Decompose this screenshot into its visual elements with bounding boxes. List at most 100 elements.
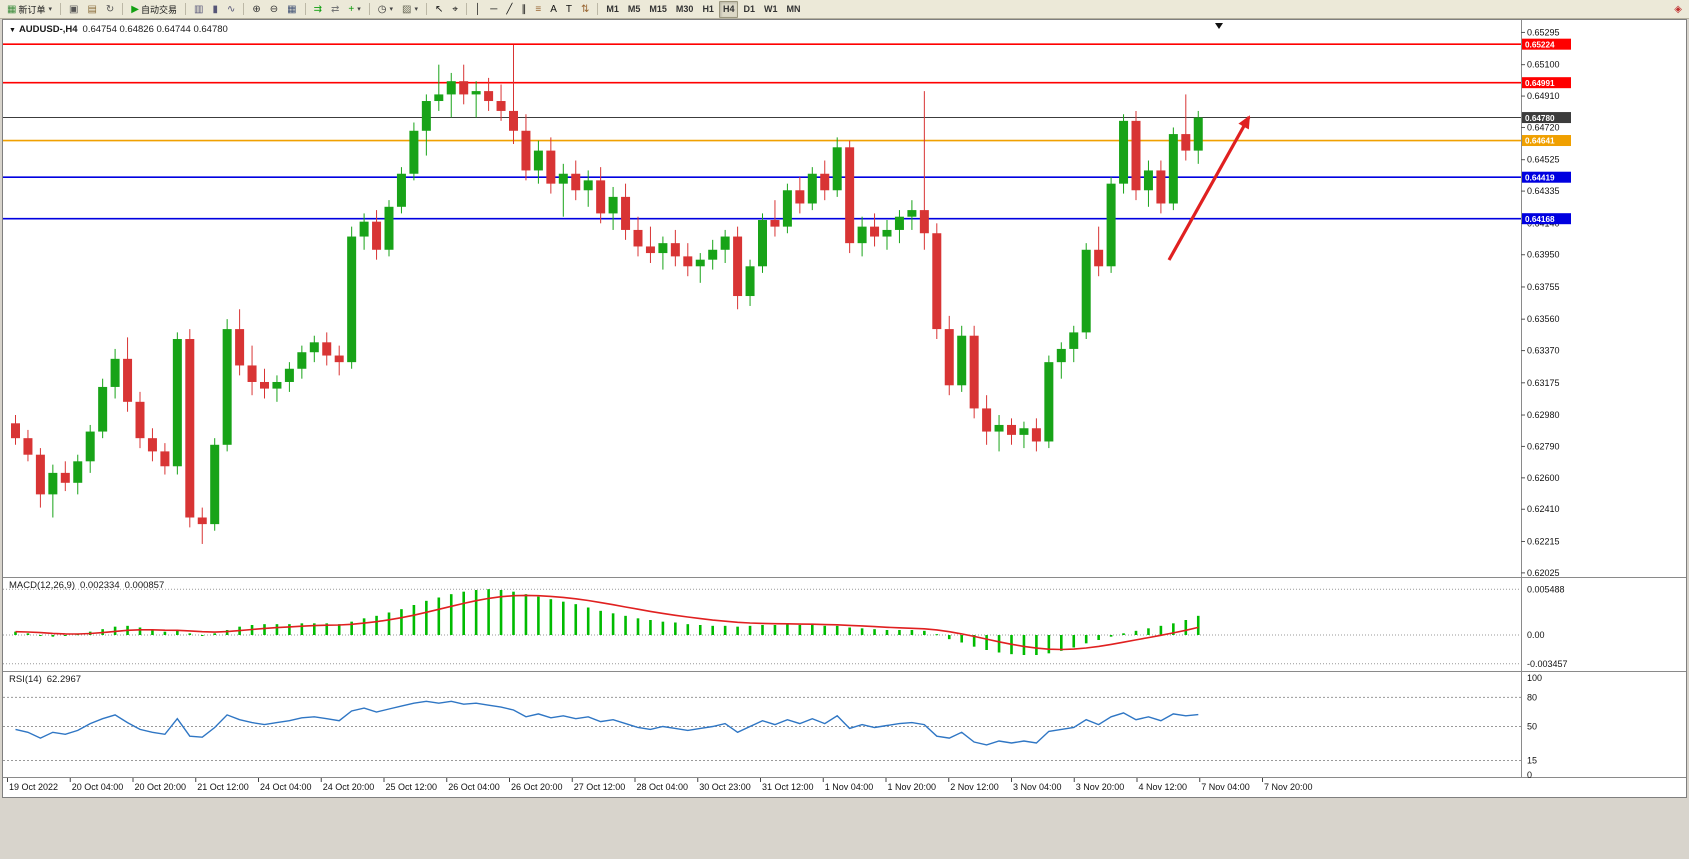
bar-chart-button[interactable]: ▥	[190, 1, 207, 18]
line-chart-button[interactable]: ∿	[223, 1, 239, 18]
text-label-button[interactable]: T	[562, 1, 576, 18]
zoom-out-button[interactable]: ⊖	[266, 1, 282, 18]
svg-text:27 Oct 12:00: 27 Oct 12:00	[574, 782, 626, 792]
toolbar-separator	[465, 3, 467, 15]
trendline-button[interactable]: ╱	[502, 1, 516, 18]
vertical-line-button[interactable]: │	[471, 1, 485, 18]
tf-m30-label: M30	[675, 4, 694, 14]
equidistant-channel-icon: ∥	[521, 3, 527, 15]
svg-text:1 Nov 04:00: 1 Nov 04:00	[825, 782, 874, 792]
auto-scroll-button[interactable]: ⇉	[310, 1, 326, 18]
tf-h1-button[interactable]: H1	[698, 1, 718, 18]
chart-window: 0.65295 0.65100 0.64910 0.64720 0.64525 0.643…	[2, 19, 1687, 798]
rsi-layer: 100 80 50 15 0	[3, 673, 1542, 780]
time-axis[interactable]: 19 Oct 2022 20 Oct 04:00 20 Oct 20:00 21 Oc…	[7, 778, 1313, 792]
hlines-layer	[3, 43, 1521, 220]
vertical-line-icon: │	[474, 3, 482, 15]
chart-window-button[interactable]: ▣	[65, 1, 82, 18]
app-window-button[interactable]: ◈	[1670, 1, 1686, 18]
text-icon: A	[550, 3, 557, 15]
tf-h4-label: H4	[722, 4, 735, 14]
fibonacci-button[interactable]: ≡	[531, 1, 545, 18]
macd-layer: 0.005488 0.00 -0.003457	[3, 584, 1568, 669]
candlestick-chart-button[interactable]: ▮	[208, 1, 222, 18]
profiles-button[interactable]: ▤	[83, 1, 100, 18]
new-order-button[interactable]: ▦ 新订单 ▾	[3, 1, 56, 18]
price-axis: 0.65295 0.65100 0.64910 0.64720 0.64525 0.643…	[1521, 27, 1560, 578]
chart-shift-button[interactable]: ⇄	[327, 1, 343, 18]
toolbar-separator	[243, 3, 245, 15]
tf-d1-button[interactable]: D1	[739, 1, 759, 18]
chart-canvas[interactable]: 0.65295 0.65100 0.64910 0.64720 0.64525 0.643…	[3, 20, 1686, 797]
pane-frame	[3, 20, 1686, 778]
svg-text:21 Oct 12:00: 21 Oct 12:00	[197, 782, 249, 792]
svg-text:0.63755: 0.63755	[1527, 282, 1560, 292]
line-chart-icon: ∿	[226, 3, 236, 15]
templates-button[interactable]: ▨ ▾	[398, 1, 422, 18]
toolbar-separator	[597, 3, 599, 15]
zoom-out-icon: ⊖	[269, 3, 279, 15]
auto-trading-button[interactable]: ▶ 自动交易	[127, 1, 181, 18]
zoom-in-icon: ⊕	[252, 3, 261, 15]
svg-text:2 Nov 12:00: 2 Nov 12:00	[950, 782, 999, 792]
cursor-button[interactable]: ↖	[431, 1, 447, 18]
svg-text:0.64168: 0.64168	[1525, 215, 1555, 224]
tf-h1-label: H1	[702, 4, 714, 14]
tf-w1-button[interactable]: W1	[760, 1, 782, 18]
svg-text:0.64641: 0.64641	[1525, 137, 1555, 146]
svg-text:24 Oct 04:00: 24 Oct 04:00	[260, 782, 312, 792]
text-button[interactable]: A	[546, 1, 561, 18]
toolbar-separator	[425, 3, 427, 15]
horizontal-line-button[interactable]: ─	[486, 1, 501, 18]
svg-text:50: 50	[1527, 722, 1537, 732]
crosshair-button[interactable]: ⌖	[448, 1, 462, 18]
new-order-caret-icon: ▾	[48, 6, 52, 13]
tf-m1-label: M1	[606, 4, 619, 14]
horizontal-line-icon: ─	[490, 3, 498, 15]
svg-text:3 Nov 20:00: 3 Nov 20:00	[1076, 782, 1125, 792]
tf-m1-button[interactable]: M1	[602, 1, 623, 18]
svg-text:0.65224: 0.65224	[1525, 40, 1555, 49]
svg-text:30 Oct 23:00: 30 Oct 23:00	[699, 782, 751, 792]
app-window-icon: ◈	[1674, 3, 1682, 15]
candlestick-chart-icon: ▮	[212, 3, 218, 15]
svg-text:0: 0	[1527, 770, 1532, 780]
svg-text:0.63950: 0.63950	[1527, 250, 1560, 260]
svg-text:0.64910: 0.64910	[1527, 91, 1560, 101]
tf-m15-label: M15	[649, 4, 667, 14]
svg-text:26 Oct 20:00: 26 Oct 20:00	[511, 782, 563, 792]
svg-text:0.64335: 0.64335	[1527, 186, 1560, 196]
svg-text:80: 80	[1527, 692, 1537, 702]
svg-text:7 Nov 04:00: 7 Nov 04:00	[1201, 782, 1250, 792]
indicators-button[interactable]: + ▾	[344, 1, 364, 18]
svg-text:0.005488: 0.005488	[1527, 584, 1565, 594]
arrows-button[interactable]: ⇅	[577, 1, 593, 18]
trendline-icon: ╱	[506, 3, 513, 15]
tile-windows-button[interactable]: ▦	[283, 1, 300, 18]
equidistant-channel-button[interactable]: ∥	[517, 1, 530, 18]
tf-h4-button[interactable]: H4	[718, 0, 739, 18]
chart-window-icon: ▣	[68, 3, 79, 15]
tf-m15-button[interactable]: M15	[645, 1, 671, 18]
toolbar-separator	[368, 3, 370, 15]
periods-button[interactable]: ◷ ▾	[374, 1, 397, 18]
refresh-button[interactable]: ↻	[102, 1, 118, 18]
zoom-in-button[interactable]: ⊕	[248, 1, 264, 18]
svg-text:28 Oct 04:00: 28 Oct 04:00	[637, 782, 689, 792]
tf-m5-label: M5	[627, 4, 641, 14]
auto-scroll-icon: ⇉	[313, 3, 322, 15]
trend-arrow[interactable]	[1167, 115, 1251, 261]
tf-m30-button[interactable]: M30	[672, 1, 698, 18]
svg-text:0.62410: 0.62410	[1527, 504, 1560, 514]
tf-m5-button[interactable]: M5	[624, 1, 645, 18]
new-order-icon: ▦	[7, 3, 17, 15]
tf-mn-button[interactable]: MN	[782, 1, 804, 18]
svg-text:0.64780: 0.64780	[1525, 114, 1555, 123]
profiles-icon: ▤	[87, 3, 97, 15]
svg-text:0.65295: 0.65295	[1527, 27, 1560, 37]
price-line-labels: 0.65224 0.64991 0.64780 0.64641 0.64419 0.641…	[1522, 38, 1571, 225]
toolbar-separator	[304, 3, 306, 15]
templates-icon: ▨	[401, 3, 412, 15]
svg-text:0.00: 0.00	[1527, 630, 1545, 640]
toolbar-right: ◈	[1670, 1, 1686, 18]
